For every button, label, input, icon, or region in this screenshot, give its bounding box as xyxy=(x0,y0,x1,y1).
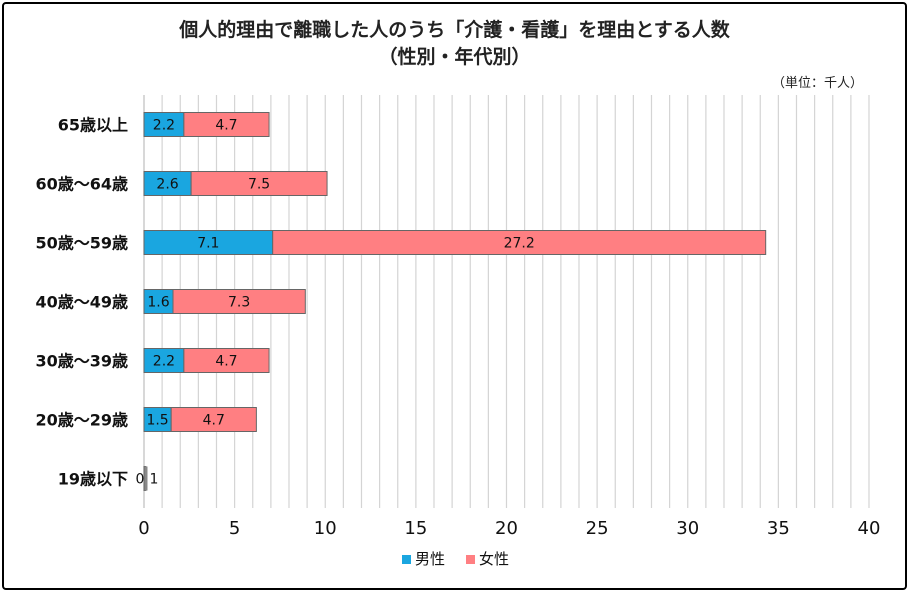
legend-swatch-male xyxy=(402,555,411,564)
data-label: 7.3 xyxy=(228,295,250,311)
bar-female xyxy=(172,289,306,314)
legend-label-male: 男性 xyxy=(415,550,445,568)
x-tick-label: 0 xyxy=(138,518,149,539)
bar-male xyxy=(143,348,185,373)
category-label: 65歳以上 xyxy=(58,116,128,135)
category-label: 20歳～29歳 xyxy=(35,411,128,430)
legend-swatch-female xyxy=(466,555,475,564)
category-label: 60歳～64歳 xyxy=(35,175,128,194)
category-label: 50歳～59歳 xyxy=(35,234,128,253)
bar-female xyxy=(170,407,257,432)
data-label: 0 xyxy=(136,472,145,488)
unit-note: （単位：千人） xyxy=(772,76,864,91)
bar-female xyxy=(190,171,328,196)
data-label: 7.1 xyxy=(197,236,219,252)
data-label: 27.2 xyxy=(504,236,535,252)
category-label: 40歳～49歳 xyxy=(35,293,128,312)
data-label: 4.7 xyxy=(215,354,237,370)
bar-male xyxy=(143,289,174,314)
x-tick-label: 10 xyxy=(314,518,337,539)
category-label: 19歳以下 xyxy=(58,470,128,489)
bar-female xyxy=(144,466,148,491)
x-tick-label: 30 xyxy=(676,518,699,539)
bar-female xyxy=(183,348,270,373)
data-label: 7.5 xyxy=(248,177,270,193)
x-tick-label: 20 xyxy=(495,518,518,539)
data-label: 2.2 xyxy=(153,118,175,134)
data-label: 4.7 xyxy=(203,413,225,429)
x-tick-label: 5 xyxy=(229,518,240,539)
data-label: 1 xyxy=(150,472,159,488)
category-label: 30歳～39歳 xyxy=(35,352,128,371)
data-label: 4.7 xyxy=(215,118,237,134)
data-label: 1.6 xyxy=(147,295,169,311)
chart-subtitle: （性別・年代別） xyxy=(378,46,531,68)
data-label: 2.2 xyxy=(153,354,175,370)
bar-female xyxy=(272,230,767,255)
bar-male xyxy=(143,112,185,137)
x-tick-label: 25 xyxy=(586,518,609,539)
legend-label-female: 女性 xyxy=(479,550,509,568)
bar-female xyxy=(183,112,270,137)
data-label: 1.5 xyxy=(146,413,168,429)
bar-male xyxy=(143,407,172,432)
x-tick-label: 35 xyxy=(767,518,790,539)
chart-title: 個人的理由で離職した人のうち「介護・看護」を理由とする人数 xyxy=(179,19,730,41)
x-tick-label: 15 xyxy=(404,518,427,539)
bar-male xyxy=(143,171,192,196)
x-tick-label: 40 xyxy=(858,518,881,539)
data-label: 2.6 xyxy=(156,177,178,193)
